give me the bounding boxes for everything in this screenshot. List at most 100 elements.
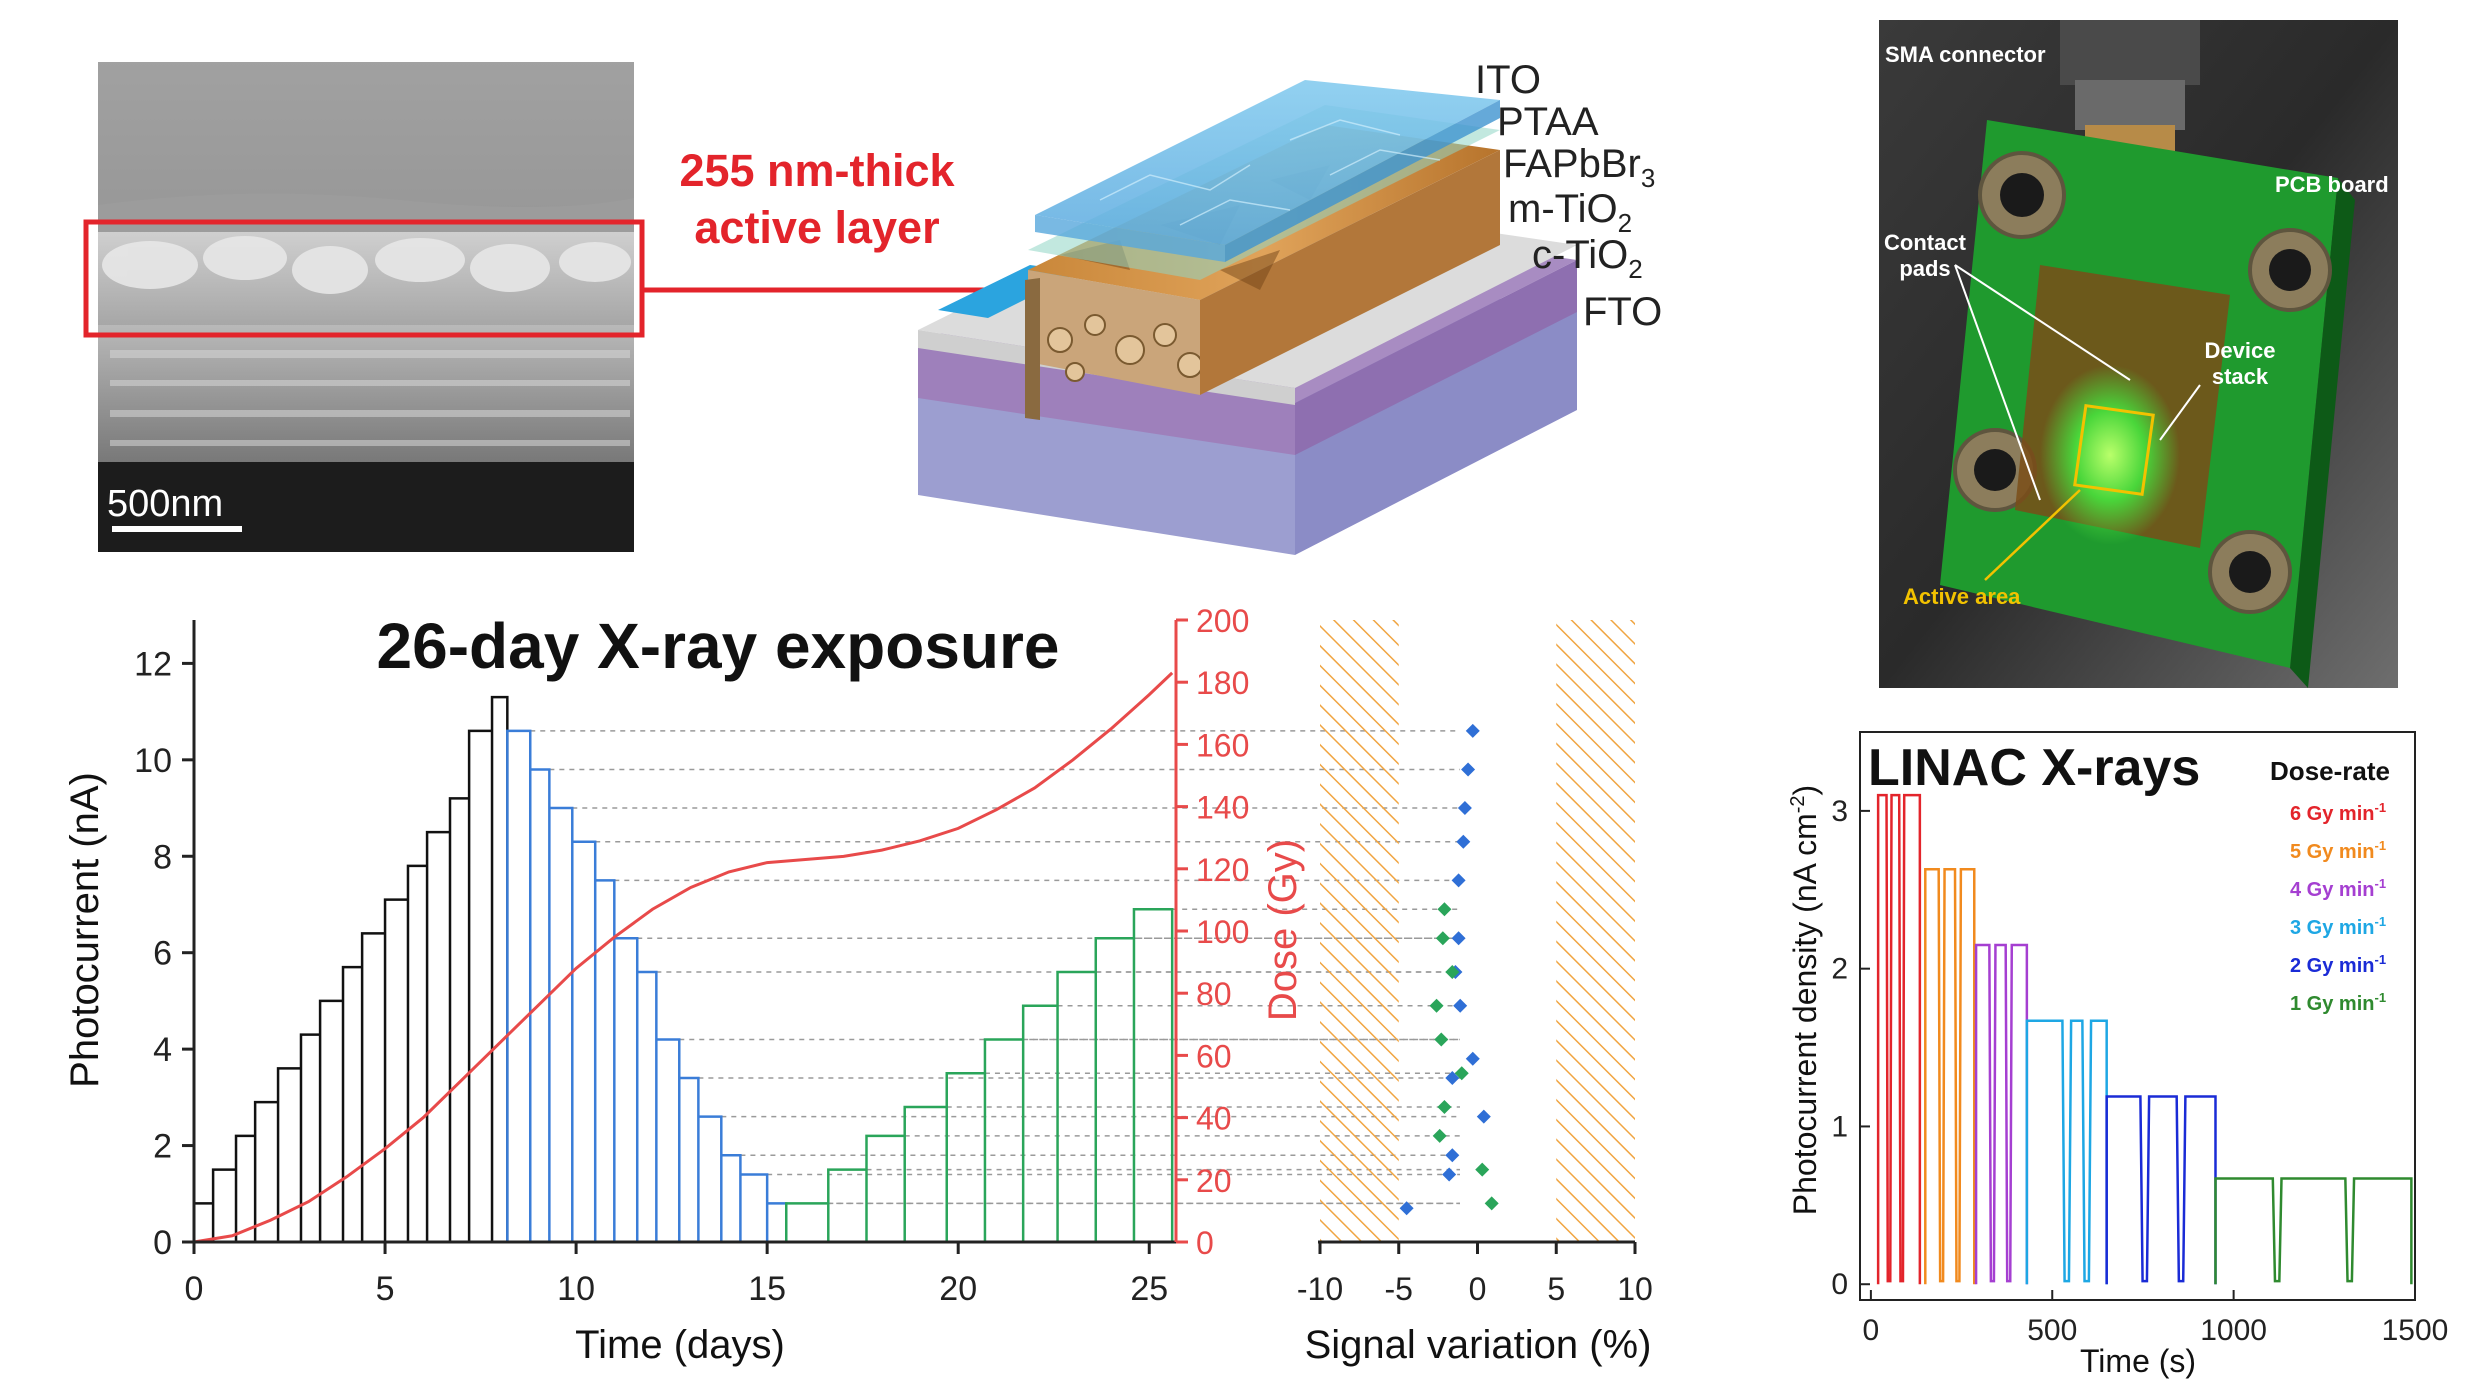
y-tick-label: 0 (153, 1224, 172, 1262)
variation-point-1 (1437, 1099, 1452, 1114)
x-tick-label: 1000 (2200, 1314, 2267, 1347)
legend-entry: 2 Gy min-1 (2290, 952, 2386, 977)
step-series-1 (506, 729, 788, 1242)
device-photo: SMA connector PCB board Contact pads Dev… (1879, 20, 2398, 688)
active-area-box (2073, 403, 2155, 497)
y2-tick-label: 180 (1196, 665, 1249, 701)
variation-point-1 (1429, 998, 1444, 1013)
variation-point-1 (1484, 1196, 1499, 1211)
x-tick-label: 0 (185, 1270, 204, 1308)
legend-entry: 4 Gy min-1 (2290, 876, 2386, 901)
sem-image: 500nm (83, 62, 645, 552)
x-tick-label: 10 (1617, 1271, 1653, 1307)
legend-entry: 1 Gy min-1 (2290, 990, 2386, 1015)
variation-point-1 (1475, 1162, 1490, 1177)
dose-line (193, 671, 1174, 1244)
chart1-title: 26-day X-ray exposure (377, 610, 1060, 682)
y-tick-label: 6 (153, 935, 172, 973)
chart3-xlabel: Time (s) (2080, 1343, 2196, 1379)
legend-entry: 3 Gy min-1 (2290, 914, 2386, 939)
variation-point-0 (1442, 1167, 1457, 1182)
y-tick-label: 2 (1831, 953, 1848, 986)
y-tick-label: 12 (134, 645, 172, 683)
photo-label-active: Active area (1903, 584, 2021, 609)
x-tick-label: 500 (2027, 1314, 2077, 1347)
y2-tick-label: 0 (1196, 1225, 1214, 1261)
x-tick-label: 20 (939, 1270, 977, 1308)
layer-label-ctio2: c-TiO2 (1532, 233, 1643, 284)
chart-26-day-exposure: 26-day X-ray exposure 0 5 10 15 20 25 0 2 4 6 8 10 1… (63, 603, 1460, 1367)
y-tick-label: 3 (1831, 795, 1848, 828)
layer-label-ptaa: PTAA (1497, 100, 1599, 144)
photo-label-contact-2: pads (1899, 256, 1950, 281)
linac-series-0 (1876, 793, 1922, 1285)
chart3-ylabel: Photocurrent density (nA cm-2) (1787, 785, 1823, 1215)
x-tick-label: 5 (376, 1270, 395, 1308)
variation-point-1 (1437, 902, 1452, 917)
highlight-label-line1: 255 nm-thick (679, 145, 955, 196)
variation-point-0 (1445, 1071, 1460, 1086)
variation-point-1 (1434, 1032, 1449, 1047)
chart1-ylabel: Photocurrent (nA) (63, 772, 107, 1088)
y-tick-label: 10 (134, 742, 172, 780)
layer-label-perovskite: FAPbBr3 (1503, 142, 1655, 193)
y2-tick-label: 40 (1196, 1101, 1232, 1137)
x-tick-label: 1500 (2382, 1314, 2449, 1347)
x-tick-label: -5 (1385, 1271, 1413, 1307)
device-stack-illustration (918, 80, 1577, 555)
y2-tick-label: 20 (1196, 1163, 1232, 1199)
chart1-y2label: Dose (Gy) (1261, 839, 1305, 1021)
variation-point-1 (1432, 1128, 1447, 1143)
linac-series-4 (2105, 1095, 2217, 1285)
sem-scale-label: 500nm (107, 483, 223, 525)
x-tick-label: 10 (557, 1270, 595, 1308)
legend-entry: 5 Gy min-1 (2290, 838, 2386, 863)
variation-point-1 (1454, 1066, 1469, 1081)
y-tick-label: 1 (1831, 1110, 1848, 1143)
stack-layer-labels: ITO PTAA FAPbBr3 m-TiO2 c-TiO2 FTO (1475, 58, 1662, 334)
chart3-title: LINAC X-rays (1868, 739, 2200, 797)
x-tick-label: 5 (1547, 1271, 1565, 1307)
active-layer-highlight (83, 219, 645, 338)
variation-point-0 (1451, 931, 1466, 946)
linac-series-1 (1924, 868, 1976, 1285)
y-tick-label: 2 (153, 1128, 172, 1166)
step-series-2 (785, 908, 1174, 1242)
hatched-band (1556, 620, 1635, 1242)
y-tick-label: 8 (153, 838, 172, 876)
y2-tick-label: 80 (1196, 976, 1232, 1012)
x-tick-label: 0 (1863, 1314, 1880, 1347)
step-series-0 (192, 695, 509, 1242)
highlight-label-line2: active layer (694, 202, 939, 253)
layer-label-ito: ITO (1475, 58, 1541, 102)
x-tick-label: -10 (1297, 1271, 1343, 1307)
chart-linac-xrays: LINAC X-rays 0 500 1000 1500 0 1 2 3 Dose-rate 6… (1787, 731, 2449, 1379)
variation-point-0 (1445, 1148, 1460, 1163)
variation-point-0 (1465, 1051, 1480, 1066)
y2-tick-label: 60 (1196, 1038, 1232, 1074)
variation-point-0 (1451, 873, 1466, 888)
chart-signal-variation: -10 -5 0 5 10 Signal variation (%) (1297, 620, 1653, 1367)
variation-point-1 (1445, 964, 1460, 979)
variation-point-0 (1456, 834, 1471, 849)
photo-label-sma: SMA connector (1885, 42, 2046, 67)
photo-label-contact-1: Contact (1884, 230, 1967, 255)
y-tick-label: 4 (153, 1031, 172, 1069)
photo-label-device-2: stack (2212, 364, 2269, 389)
y2-tick-label: 160 (1196, 727, 1249, 763)
hatched-band (1320, 620, 1399, 1242)
y-tick-label: 0 (1831, 1268, 1848, 1301)
photo-label-device-1: Device (2205, 338, 2276, 363)
x-tick-label: 15 (748, 1270, 786, 1308)
linac-series-5 (2214, 1177, 2413, 1285)
linac-series-2 (1974, 943, 2029, 1285)
y2-tick-label: 120 (1196, 852, 1249, 888)
legend-entry: 6 Gy min-1 (2290, 800, 2386, 825)
layer-label-fto: FTO (1583, 290, 1662, 334)
y2-tick-label: 100 (1196, 914, 1249, 950)
sem-scale-bar (112, 526, 242, 532)
y2-tick-label: 200 (1196, 603, 1249, 639)
variation-point-0 (1461, 762, 1476, 777)
x-tick-label: 0 (1469, 1271, 1487, 1307)
